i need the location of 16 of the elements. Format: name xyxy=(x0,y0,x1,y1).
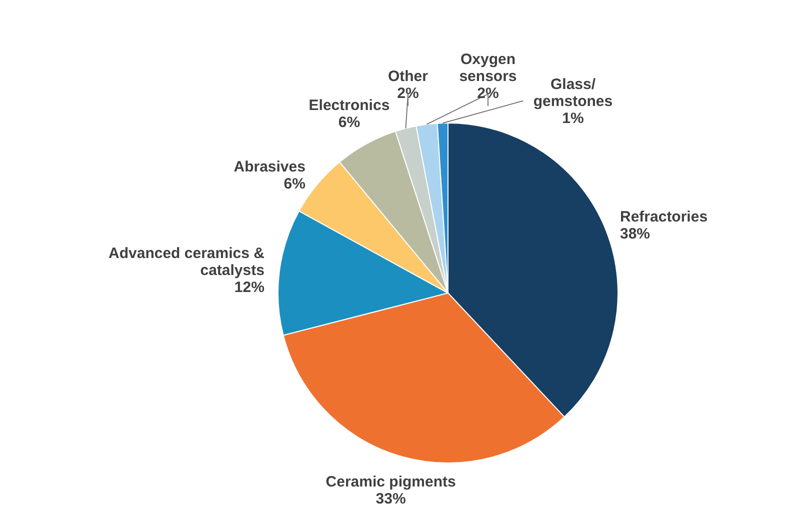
slice-label: Abrasives xyxy=(234,158,306,176)
data-label: 38% xyxy=(620,225,650,242)
data-label: 33% xyxy=(376,490,406,508)
data-label: 12% xyxy=(234,278,264,296)
slice-label: Advanced ceramics & catalysts xyxy=(108,244,265,279)
slice-label: Ceramic pigments xyxy=(326,473,456,490)
slice-label: Other xyxy=(388,68,428,85)
data-label: 1% xyxy=(562,110,584,127)
data-label: 6% xyxy=(284,176,306,193)
data-label: 2% xyxy=(477,85,499,102)
slice-label: Refractories xyxy=(620,208,708,226)
slice-label: Oxygen sensors xyxy=(459,51,517,85)
slice-label: Glass/ gemstones xyxy=(533,76,613,110)
data-label: 6% xyxy=(338,114,360,131)
data-label: 2% xyxy=(397,85,419,102)
slice-label: Electronics xyxy=(308,96,390,114)
